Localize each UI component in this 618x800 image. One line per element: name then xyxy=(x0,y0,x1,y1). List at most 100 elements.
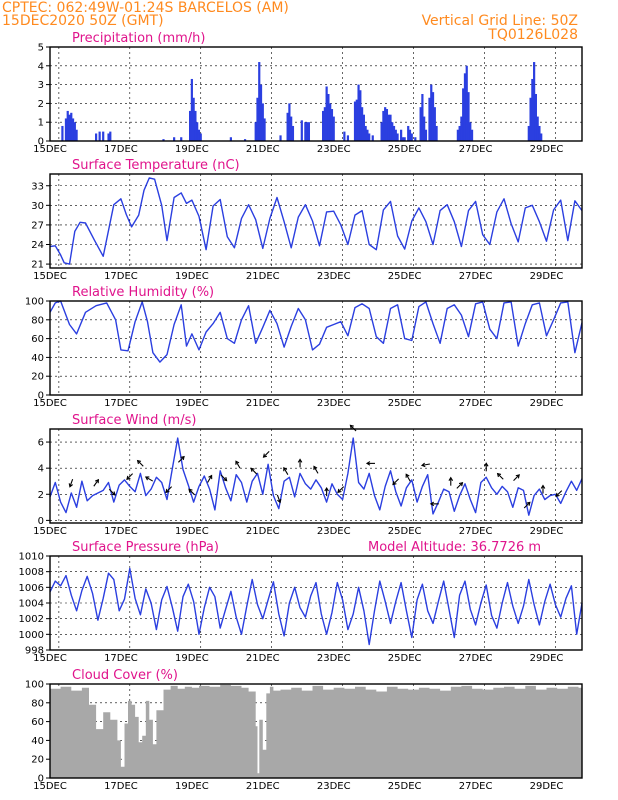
rh-xtick: 23DEC xyxy=(317,398,351,409)
precip-bar xyxy=(75,129,78,141)
wind-arrow-shaft xyxy=(263,451,270,458)
wind-arrow-head xyxy=(496,472,502,478)
rh-xtick: 17DEC xyxy=(104,398,138,409)
precip-bar xyxy=(419,107,422,141)
wind-arrow xyxy=(365,461,375,466)
wind-arrow-shaft xyxy=(69,479,74,487)
precip-xtick: 25DEC xyxy=(388,144,422,155)
rh-ytick: 60 xyxy=(31,334,44,345)
precip-bar xyxy=(256,97,259,141)
wind-xtick: 19DEC xyxy=(175,526,209,537)
precip-bar xyxy=(199,133,202,141)
wind-arrow-shaft xyxy=(165,486,173,493)
temp-xtick: 27DEC xyxy=(459,271,493,282)
precip-bar xyxy=(330,109,334,141)
precip-xtick: 19DEC xyxy=(175,144,209,155)
precip-ytick: 5 xyxy=(38,43,44,54)
wind-title: Surface Wind (m/s) xyxy=(72,413,196,428)
precip-xtick: 21DEC xyxy=(246,144,280,155)
cloud-ytick: 20 xyxy=(31,755,44,766)
cloud-xtick: 15DEC xyxy=(33,781,67,792)
precip-bar xyxy=(460,116,463,141)
precip-title: Precipitation (mm/h) xyxy=(72,31,205,46)
precip-bar xyxy=(389,114,392,141)
precip-bar xyxy=(380,122,383,141)
wind-arrow-head xyxy=(136,459,142,465)
temp-ytick: 30 xyxy=(31,201,44,212)
wind-arrow-head xyxy=(235,460,240,465)
precip-ytick: 3 xyxy=(38,80,44,91)
wind-arrow-head xyxy=(262,453,268,458)
wind-arrow-head xyxy=(277,498,282,504)
wind-arrow xyxy=(483,462,489,472)
wind-arrow xyxy=(429,501,439,507)
cloud-frame xyxy=(49,683,583,779)
wind-xtick: 21DEC xyxy=(246,526,280,537)
wind-arrow-head xyxy=(555,492,560,497)
precip-bar xyxy=(384,107,387,141)
precip-bar xyxy=(435,125,438,141)
wind-arrow-head xyxy=(68,483,73,488)
wind-arrow-shaft xyxy=(178,456,185,463)
header-model: TQ0126L028 xyxy=(487,27,578,43)
wind-arrow-shaft xyxy=(276,494,281,503)
wind-arrow xyxy=(283,466,289,475)
header-station: CPTEC: 062:49W-01:24S BARCELOS (AM) xyxy=(2,0,289,16)
wind-arrow xyxy=(523,501,531,509)
precip-bar xyxy=(73,122,76,141)
wind-ytick: 0 xyxy=(38,516,44,527)
precip-bar xyxy=(71,118,75,141)
wind-arrow-head xyxy=(250,467,255,472)
wind-arrow-shaft xyxy=(555,490,563,497)
pressure-xtick: 29DEC xyxy=(530,653,564,664)
wind-arrow-head xyxy=(483,462,489,467)
wind-arrow xyxy=(207,474,213,483)
precip-bar xyxy=(190,78,193,141)
panel-rh: Relative Humidity (%) 15DEC 17DEC 19DEC 21DE… xyxy=(25,285,583,409)
model-altitude-label: Model Altitude: 36.7726 m xyxy=(368,540,541,555)
precip-bar xyxy=(385,109,389,141)
temp-frame xyxy=(49,173,583,269)
precip-bar xyxy=(529,97,532,141)
precip-xtick: 27DEC xyxy=(459,144,493,155)
precip-bar xyxy=(396,133,399,141)
precip-bar xyxy=(343,131,346,141)
precip-bar xyxy=(467,92,470,141)
precip-bar xyxy=(368,133,371,141)
precip-bar xyxy=(382,110,385,141)
wind-arrow-shaft xyxy=(313,466,319,474)
wind-arrow-shaft xyxy=(405,474,411,482)
rh-xtick: 19DEC xyxy=(175,398,209,409)
pressure-ytick: 1010 xyxy=(19,552,44,563)
precip-bar xyxy=(229,137,232,141)
wind-arrow-shaft xyxy=(337,486,345,493)
wind-arrow-head xyxy=(283,466,288,472)
wind-arrow-shaft xyxy=(188,488,196,496)
precip-bar xyxy=(107,133,110,141)
precip-xtick: 23DEC xyxy=(317,144,351,155)
wind-arrow xyxy=(540,484,546,494)
wind-arrow-head xyxy=(313,465,318,470)
wind-arrow-shaft xyxy=(513,474,520,481)
cloud-xtick: 17DEC xyxy=(104,781,138,792)
precip-bar xyxy=(433,107,436,141)
precip-bar xyxy=(424,129,428,141)
pressure-ytick: 1008 xyxy=(19,567,44,578)
wind-xtick: 29DEC xyxy=(530,526,564,537)
pressure-ytick: 1004 xyxy=(19,599,44,610)
temp-title: Surface Temperature (nC) xyxy=(72,158,240,173)
wind-arrow-head xyxy=(188,488,193,493)
precip-bar xyxy=(196,122,199,141)
precip-bar xyxy=(407,125,410,141)
precip-bar xyxy=(300,120,303,141)
wind-frame xyxy=(49,428,583,524)
wind-arrow xyxy=(405,473,411,482)
wind-arrow-head xyxy=(458,482,464,487)
cloud-title: Cloud Cover (%) xyxy=(72,668,178,683)
precip-bar xyxy=(321,110,325,141)
wind-arrow-head xyxy=(540,484,546,489)
wind-arrow xyxy=(93,478,100,487)
precip-xtick: 29DEC xyxy=(530,144,564,155)
precip-bar xyxy=(403,137,406,141)
precip-bar xyxy=(421,94,424,141)
